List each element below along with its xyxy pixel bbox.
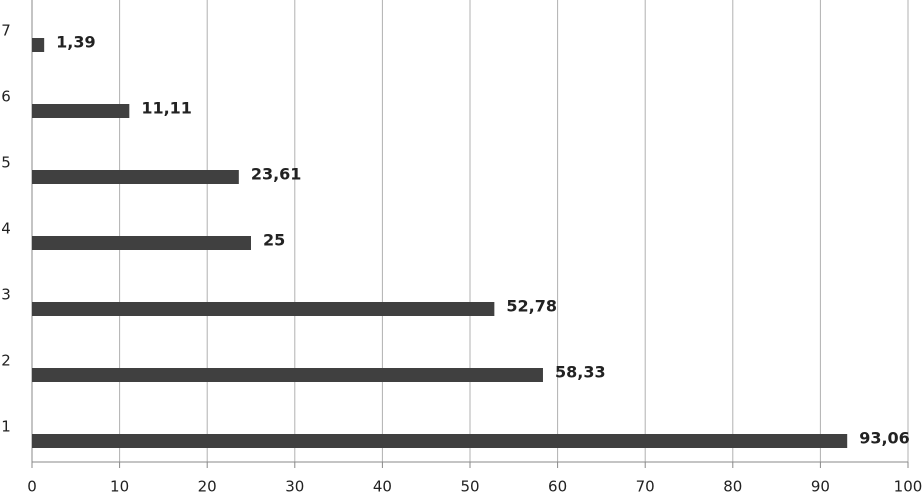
bar: [32, 236, 251, 250]
x-tick-label: 0: [27, 478, 37, 494]
x-tick-label: 20: [198, 478, 217, 494]
x-tick-label: 100: [894, 478, 923, 494]
y-tick-label: 3: [1, 286, 11, 304]
value-label: 25: [263, 231, 285, 250]
x-tick-label: 60: [548, 478, 567, 494]
bar: [32, 434, 848, 448]
bar: [32, 104, 130, 118]
y-tick-label: 4: [1, 220, 11, 238]
bar: [32, 170, 239, 184]
x-tick-label: 80: [723, 478, 742, 494]
y-tick-label: 1: [1, 418, 11, 436]
x-tick-label: 30: [285, 478, 304, 494]
bar: [32, 368, 543, 382]
value-label: 23,61: [251, 165, 302, 184]
x-tick-label: 50: [460, 478, 479, 494]
value-label: 58,33: [555, 363, 606, 382]
x-tick-label: 10: [110, 478, 129, 494]
y-tick-label: 5: [1, 154, 11, 172]
value-label: 1,39: [56, 33, 95, 52]
y-tick-label: 7: [1, 22, 11, 40]
value-label: 93,06: [859, 429, 910, 448]
bar: [32, 302, 495, 316]
y-tick-label: 2: [1, 352, 11, 370]
y-tick-label: 6: [1, 88, 11, 106]
bar: [32, 38, 45, 52]
value-label: 52,78: [506, 297, 557, 316]
x-tick-label: 40: [373, 478, 392, 494]
x-tick-label: 90: [811, 478, 830, 494]
value-label: 11,11: [141, 99, 192, 118]
x-tick-label: 70: [636, 478, 655, 494]
